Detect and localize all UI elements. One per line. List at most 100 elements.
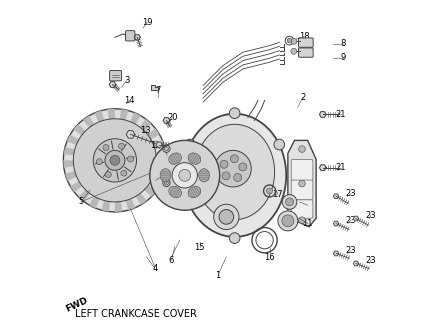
Text: 9: 9 [340, 53, 345, 62]
Wedge shape [102, 198, 110, 211]
Text: 11: 11 [302, 219, 313, 228]
Circle shape [282, 195, 297, 209]
Ellipse shape [169, 186, 182, 198]
Circle shape [128, 156, 133, 162]
Text: 12: 12 [151, 176, 161, 185]
Circle shape [73, 119, 157, 202]
Circle shape [222, 172, 230, 180]
Text: 15: 15 [194, 243, 205, 252]
Circle shape [282, 215, 294, 227]
FancyBboxPatch shape [298, 48, 313, 57]
Circle shape [179, 170, 190, 181]
Circle shape [229, 108, 240, 119]
Polygon shape [163, 118, 170, 123]
Text: 19: 19 [142, 18, 153, 27]
Polygon shape [134, 35, 140, 40]
Circle shape [150, 140, 220, 210]
Wedge shape [64, 147, 77, 156]
Text: 8: 8 [340, 39, 346, 48]
Text: 23: 23 [346, 246, 356, 255]
Text: 14: 14 [124, 96, 134, 105]
Wedge shape [134, 191, 147, 205]
Text: 5: 5 [78, 197, 83, 206]
Circle shape [165, 181, 169, 185]
Text: 23: 23 [366, 211, 376, 220]
Text: 16: 16 [264, 253, 275, 262]
Wedge shape [107, 109, 115, 122]
Circle shape [299, 217, 306, 223]
Text: 4: 4 [152, 264, 157, 273]
Wedge shape [142, 184, 156, 197]
Circle shape [234, 173, 242, 181]
Ellipse shape [199, 169, 209, 182]
Wedge shape [138, 119, 151, 133]
Circle shape [215, 150, 251, 187]
Text: 23: 23 [366, 256, 376, 265]
Text: 3: 3 [124, 76, 129, 85]
Circle shape [274, 139, 285, 150]
Circle shape [105, 150, 125, 170]
Text: FWD: FWD [64, 295, 89, 313]
Text: cmsnl: cmsnl [169, 172, 198, 182]
Circle shape [105, 172, 112, 177]
Text: 18: 18 [299, 32, 310, 41]
Circle shape [121, 170, 127, 176]
Wedge shape [129, 113, 140, 127]
Polygon shape [126, 131, 135, 138]
Wedge shape [63, 160, 76, 168]
Wedge shape [70, 180, 84, 192]
Polygon shape [152, 85, 158, 91]
Ellipse shape [188, 186, 201, 198]
FancyBboxPatch shape [291, 200, 313, 218]
Text: 22: 22 [161, 179, 171, 188]
Wedge shape [125, 196, 135, 210]
Polygon shape [334, 221, 339, 226]
Circle shape [172, 163, 198, 188]
Circle shape [219, 209, 234, 224]
Text: 23: 23 [346, 216, 356, 225]
Wedge shape [153, 153, 166, 160]
Circle shape [278, 211, 298, 231]
Polygon shape [109, 81, 116, 88]
Circle shape [287, 38, 292, 43]
Circle shape [214, 204, 239, 229]
Polygon shape [334, 194, 339, 199]
FancyBboxPatch shape [298, 38, 313, 47]
Circle shape [119, 143, 124, 149]
Circle shape [103, 145, 109, 151]
Polygon shape [353, 216, 359, 221]
Text: 23: 23 [346, 189, 356, 198]
Ellipse shape [195, 124, 275, 220]
Text: 22: 22 [161, 148, 171, 157]
Circle shape [179, 169, 191, 181]
FancyBboxPatch shape [291, 180, 313, 200]
FancyBboxPatch shape [291, 159, 313, 181]
Polygon shape [334, 251, 339, 256]
Wedge shape [115, 199, 122, 212]
Text: LEFT CRANKCASE COVER: LEFT CRANKCASE COVER [75, 309, 197, 319]
Polygon shape [319, 165, 326, 171]
Polygon shape [319, 112, 326, 117]
Text: 2: 2 [300, 93, 306, 102]
Circle shape [229, 233, 240, 243]
Circle shape [299, 146, 306, 152]
Wedge shape [120, 109, 128, 123]
Text: 21: 21 [336, 110, 347, 119]
Circle shape [185, 139, 195, 150]
Text: 1: 1 [215, 271, 221, 280]
Wedge shape [153, 165, 166, 174]
Text: 17: 17 [273, 190, 283, 199]
Circle shape [165, 147, 169, 151]
Wedge shape [149, 175, 163, 186]
Circle shape [63, 109, 166, 212]
Ellipse shape [169, 153, 182, 164]
Circle shape [267, 188, 273, 194]
Circle shape [231, 155, 238, 163]
Circle shape [285, 198, 293, 206]
Wedge shape [65, 170, 79, 181]
Text: 12: 12 [151, 141, 161, 150]
Circle shape [96, 159, 102, 165]
Wedge shape [78, 188, 91, 202]
Wedge shape [145, 129, 160, 141]
Ellipse shape [160, 169, 171, 182]
